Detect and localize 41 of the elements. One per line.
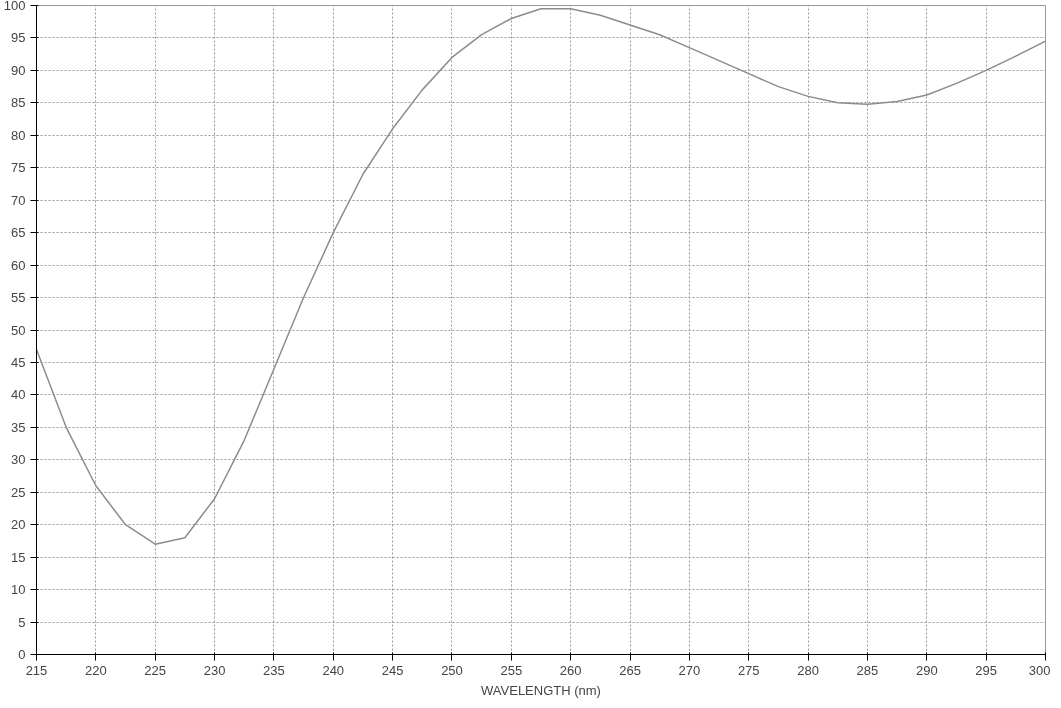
x-tick-label: 255 (500, 662, 523, 678)
y-tick-label: 55 (11, 290, 26, 306)
y-tick-label: 70 (11, 192, 26, 208)
y-tick-label: 80 (11, 127, 26, 143)
y-tick-label: 60 (11, 257, 26, 273)
x-axis-title: WAVELENGTH (nm) (481, 682, 601, 698)
x-tick-label: 225 (144, 662, 167, 678)
x-tick-label: 290 (915, 662, 938, 678)
x-tick-label: 235 (263, 662, 285, 678)
y-tick-label: 0 (18, 647, 26, 662)
x-tick-label: 220 (85, 662, 107, 678)
x-tick-label: 230 (203, 662, 226, 678)
y-tick-label: 85 (11, 95, 26, 111)
y-tick-label: 25 (11, 484, 26, 500)
y-tick-label: 20 (11, 517, 26, 533)
x-tick-label: 215 (25, 662, 48, 678)
x-tick-label: 265 (619, 662, 641, 678)
x-tick-label: 280 (797, 662, 819, 678)
x-tick-label: 245 (381, 662, 404, 678)
x-tick-label: 260 (559, 662, 582, 678)
y-tick-label: 15 (11, 549, 26, 565)
x-tick-label: 270 (678, 662, 701, 678)
x-tick-label: 240 (322, 662, 345, 678)
y-tick-label: 75 (11, 160, 26, 176)
y-tick-label: 45 (11, 354, 26, 370)
y-tick-label: 50 (11, 322, 26, 338)
x-tick-label: 275 (737, 662, 760, 678)
y-tick-label: 40 (11, 387, 26, 403)
x-tick-label: 300 (1028, 662, 1051, 678)
y-tick-label: 5 (18, 614, 26, 630)
x-tick-label: 285 (856, 662, 879, 678)
y-tick-label: 10 (11, 582, 26, 598)
x-tick-label: 295 (975, 662, 998, 678)
line-series (36, 7, 1046, 545)
y-tick-label: 30 (11, 452, 26, 468)
y-tick-label: 100 (3, 0, 26, 13)
y-tick-label: 65 (11, 225, 26, 241)
x-tick-label: 250 (441, 662, 463, 678)
y-tick-label: 35 (11, 419, 26, 435)
y-tick-label: 90 (11, 62, 26, 78)
y-tick-label: 95 (11, 30, 26, 46)
